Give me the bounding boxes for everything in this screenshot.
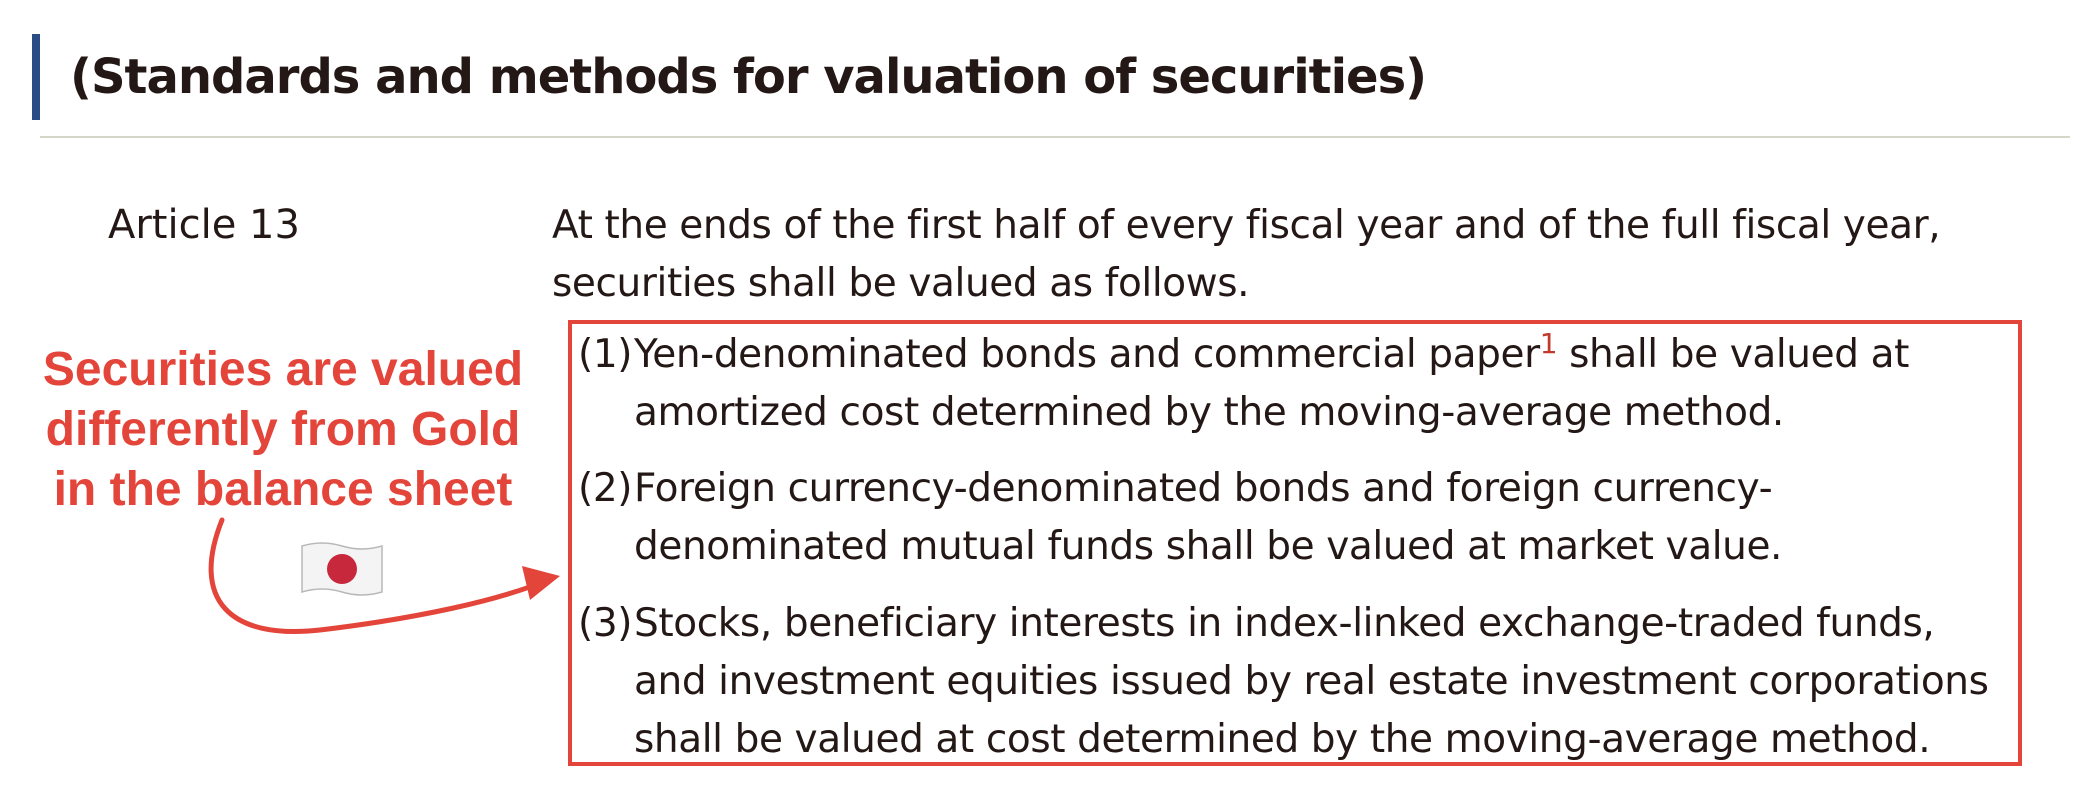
item-text: Foreign currency-denominated bonds and f… [634,466,1783,569]
article-item-1: (1) Yen-denominated bonds and commercial… [578,326,2018,442]
item-number: (1) [578,332,633,377]
item-text: Stocks, beneficiary interests in index-l… [634,601,1989,762]
heading-accent-bar [32,34,40,120]
item-text-part: shall be valued at amortized cost determ… [634,332,1909,435]
item-text-part: Yen-denominated bonds and commercial pap… [634,332,1540,377]
article-item-2: (2) Foreign currency-denominated bonds a… [578,460,2018,576]
japan-flag-icon [301,542,383,596]
article-intro: At the ends of the first half of every f… [552,203,1941,306]
section-heading: (Standards and methods for valuation of … [70,49,1427,105]
item-text: Yen-denominated bonds and commercial pap… [634,326,2018,442]
item-number: (3) [578,601,633,646]
article-item-3: (3) Stocks, beneficiary interests in ind… [578,595,2018,769]
heading-divider [40,136,2070,138]
highlight-box [568,320,2022,766]
footnote-ref-link[interactable]: 1 [1539,327,1558,360]
annotation-callout: Securities are valued differently from G… [42,343,524,516]
item-number: (2) [578,466,633,511]
article-label: Article 13 [108,202,300,248]
